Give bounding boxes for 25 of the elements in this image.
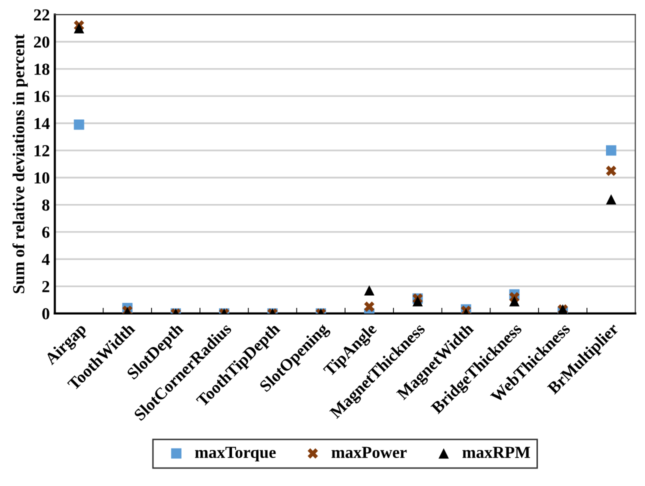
y-tick-label: 10: [34, 172, 50, 184]
y-tick-label: 0: [42, 308, 50, 320]
y-tick-label: 16: [34, 90, 50, 102]
y-tick-label: 18: [34, 64, 50, 75]
point: [606, 166, 616, 176]
point: [606, 145, 616, 156]
point: [509, 296, 520, 306]
y-tick-label: 8: [42, 199, 50, 211]
point: [412, 296, 423, 306]
y-tick-label: 6: [42, 226, 50, 238]
y-axis-title: Sum of relative deviations in percent: [12, 34, 28, 294]
y-tick-label: 20: [34, 36, 50, 48]
point: [74, 23, 84, 34]
y-tick-label: 4: [42, 254, 50, 265]
y-tick-label: 12: [34, 145, 50, 156]
y-tick-label: 14: [34, 118, 50, 130]
y-tick-label: 2: [42, 281, 50, 292]
point: [606, 194, 616, 204]
point: [74, 119, 84, 130]
legend-label: maxTorque: [195, 446, 276, 462]
point: [364, 302, 374, 312]
legend-label: maxPower: [332, 446, 407, 458]
y-tick-label: 22: [34, 9, 50, 20]
point: [364, 285, 374, 296]
legend-label: maxRPM: [462, 446, 530, 458]
